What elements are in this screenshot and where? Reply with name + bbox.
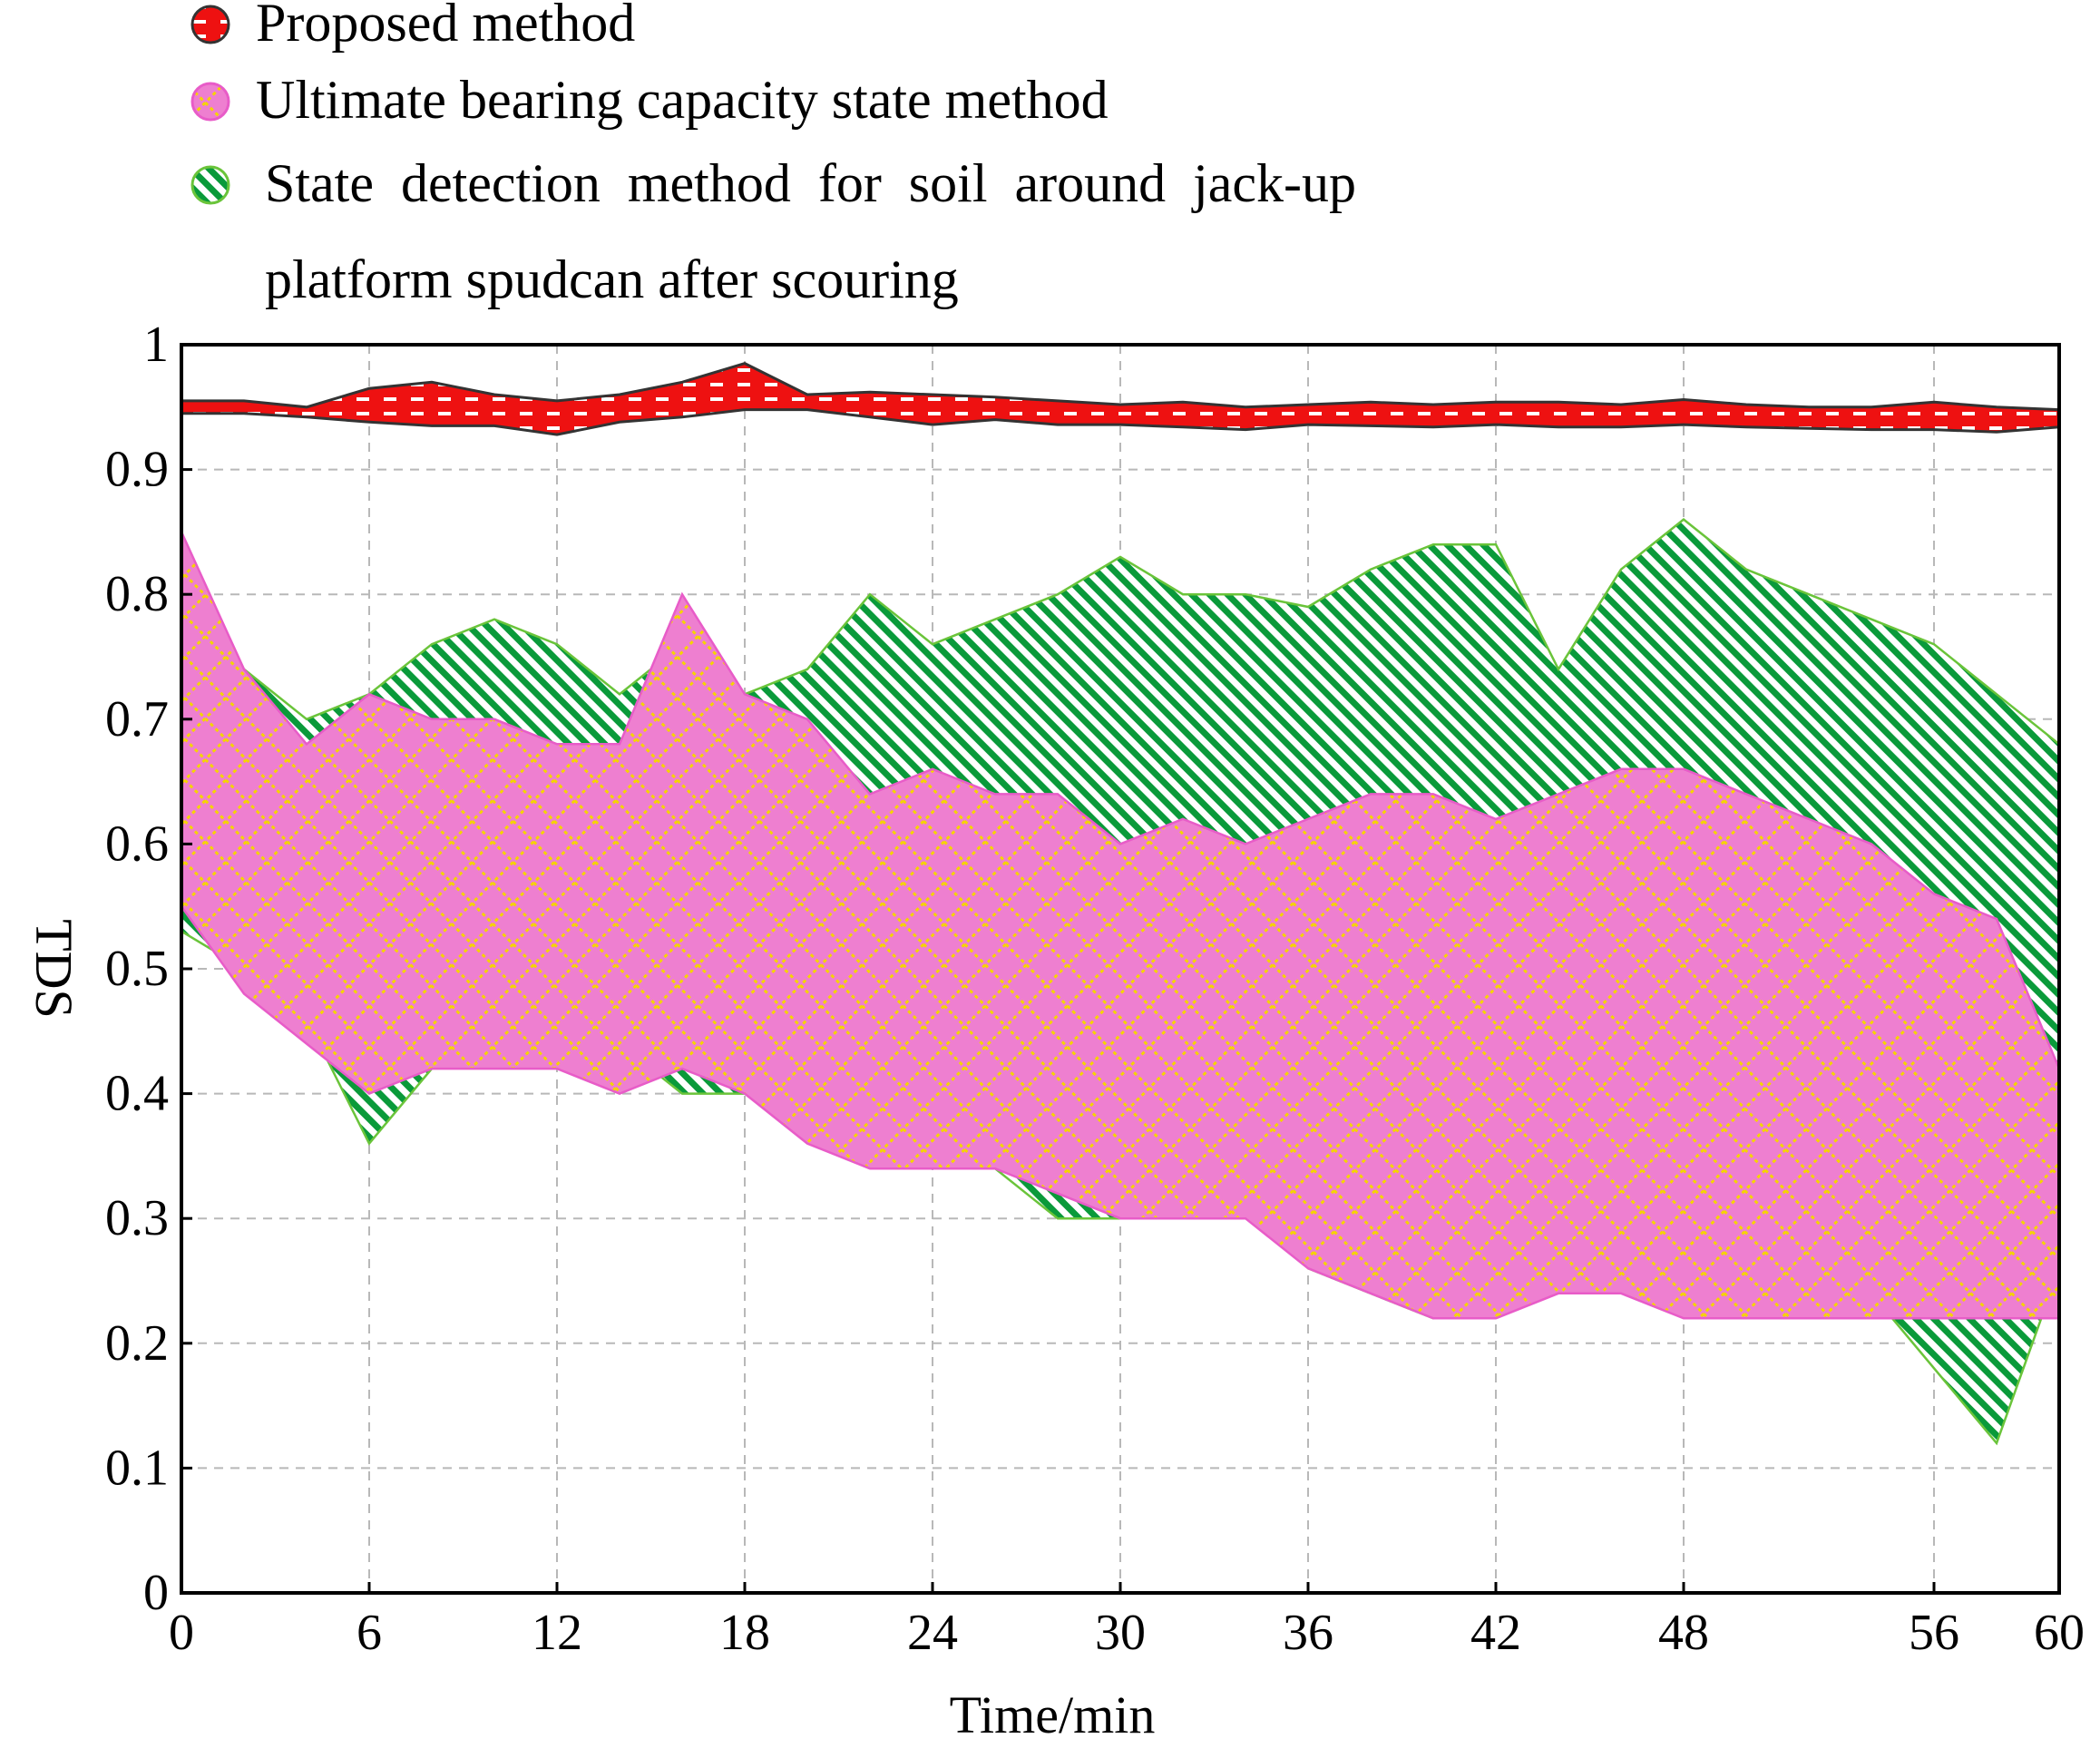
y-tick-label: 0.4	[105, 1066, 169, 1122]
legend-icon-proposed	[190, 5, 230, 44]
legend-label: Proposed method	[256, 0, 635, 53]
y-tick-label: 0	[143, 1565, 169, 1621]
y-tick-label: 0.3	[105, 1190, 169, 1246]
legend-label: platform spudcan after scouring	[265, 249, 959, 309]
legend-icon-state-detection	[190, 165, 230, 205]
x-tick-label: 56	[1909, 1605, 1959, 1661]
y-axis-label: TDS	[24, 919, 83, 1019]
x-tick-label: 36	[1283, 1605, 1333, 1661]
legend-label: Ultimate bearing capacity state method	[256, 70, 1109, 130]
x-tick-label: 18	[719, 1605, 770, 1661]
y-tick-label: 0.9	[105, 442, 169, 498]
x-tick-label: 12	[532, 1605, 582, 1661]
x-tick-label: 0	[169, 1605, 194, 1661]
y-tick-label: 0.1	[105, 1440, 169, 1496]
y-tick-label: 0.5	[105, 941, 169, 997]
y-tick-label: 0.7	[105, 691, 169, 747]
y-tick-label: 0.2	[105, 1315, 169, 1372]
tick-labels: 0 6 12 18 24 30 36 42 48 56 60 0 0.1 0.2 0.3 0.4 0.5 0.6 0…	[105, 317, 2085, 1661]
x-tick-label: 60	[2034, 1605, 2085, 1661]
series-area-ultimate-bearing	[181, 531, 2059, 1320]
series-area-proposed	[181, 361, 2059, 436]
x-tick-label: 6	[357, 1605, 382, 1661]
x-axis-label: Time/min	[950, 1685, 1156, 1744]
series-areas	[181, 361, 2059, 1446]
x-tick-label: 30	[1095, 1605, 1146, 1661]
y-tick-label: 0.6	[105, 816, 169, 872]
x-tick-label: 24	[907, 1605, 958, 1661]
x-tick-label: 42	[1470, 1605, 1521, 1661]
legend: Proposed method Ultimate bearing capacity…	[190, 0, 1356, 309]
axis-ticks	[180, 343, 2061, 1595]
legend-icon-ultimate-bearing	[190, 82, 230, 122]
legend-label: State detection method for soil around j…	[265, 153, 1356, 213]
y-tick-label: 1	[143, 317, 169, 373]
x-tick-label: 48	[1658, 1605, 1709, 1661]
y-tick-label: 0.8	[105, 566, 169, 622]
